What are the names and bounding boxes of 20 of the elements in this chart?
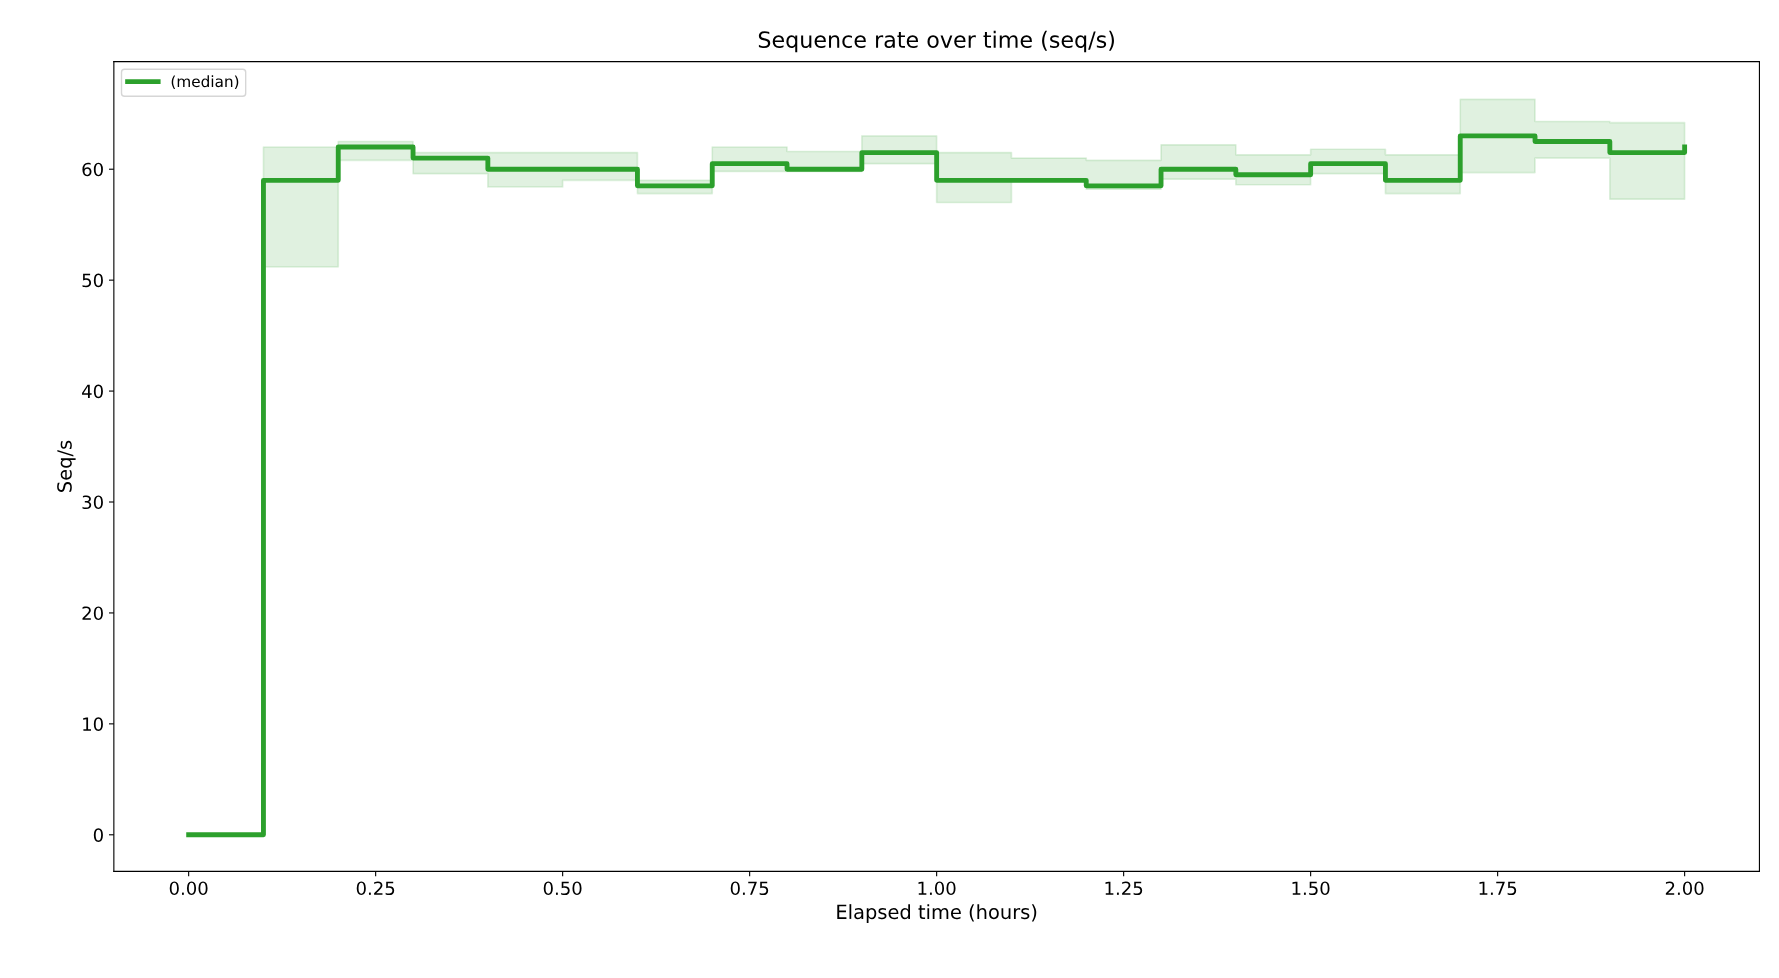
chart-title: Sequence rate over time (seq/s) <box>758 30 1114 53</box>
x-tick-label: 1.75 <box>1479 881 1517 896</box>
x-tick-label: 0.25 <box>356 881 395 896</box>
y-tick-label: 40 <box>82 384 103 399</box>
y-tick-label: 10 <box>83 717 103 731</box>
x-tick-label: 1.00 <box>918 881 956 896</box>
y-tick-label: 0 <box>93 828 103 842</box>
y-tick-label: 20 <box>82 606 103 621</box>
x-axis-title: Elapsed time (hours) <box>837 904 1037 923</box>
y-tick-label: 50 <box>82 273 103 288</box>
y-axis-title: Seq/s <box>57 440 76 492</box>
x-tick-label: 1.50 <box>1292 881 1330 896</box>
x-tick-label: 1.25 <box>1105 881 1143 896</box>
y-tick-label: 30 <box>82 495 103 510</box>
legend-label: (median) <box>171 75 239 89</box>
x-tick-label: 0.75 <box>730 881 769 896</box>
x-tick-label: 0.50 <box>543 881 582 896</box>
x-tick-label: 0.00 <box>169 881 208 896</box>
x-tick-label: 2.00 <box>1665 881 1704 896</box>
y-tick-label: 60 <box>82 162 103 177</box>
